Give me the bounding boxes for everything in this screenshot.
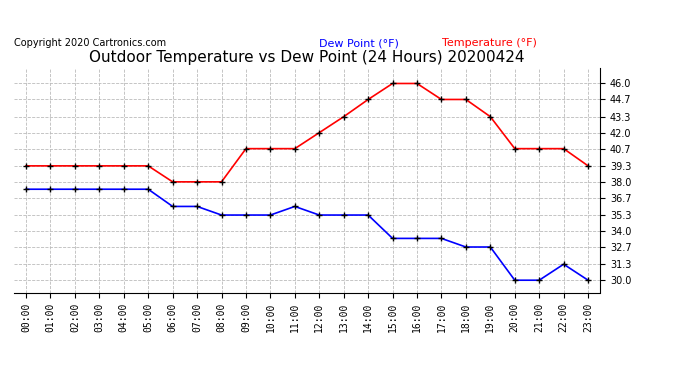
Title: Outdoor Temperature vs Dew Point (24 Hours) 20200424: Outdoor Temperature vs Dew Point (24 Hou… bbox=[89, 50, 525, 65]
Text: Copyright 2020 Cartronics.com: Copyright 2020 Cartronics.com bbox=[14, 38, 166, 48]
Text: Dew Point (°F): Dew Point (°F) bbox=[319, 38, 399, 48]
Text: Temperature (°F): Temperature (°F) bbox=[442, 38, 537, 48]
